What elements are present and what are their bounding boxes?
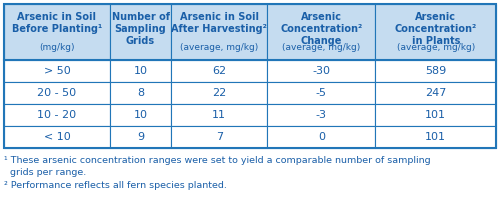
- Text: 7: 7: [216, 132, 223, 142]
- Bar: [110, 60, 172, 82]
- Bar: [267, 104, 376, 126]
- Text: 22: 22: [212, 88, 226, 98]
- Text: 589: 589: [425, 66, 446, 76]
- Text: 247: 247: [425, 88, 446, 98]
- Bar: [4, 104, 110, 126]
- Text: -30: -30: [312, 66, 330, 76]
- Text: -5: -5: [316, 88, 327, 98]
- Text: Arsenic in Soil
Before Planting¹: Arsenic in Soil Before Planting¹: [12, 12, 102, 34]
- Text: (average, mg/kg): (average, mg/kg): [282, 43, 360, 52]
- Text: -3: -3: [316, 110, 327, 120]
- Bar: [267, 126, 376, 148]
- Bar: [376, 104, 496, 126]
- Bar: [110, 4, 172, 60]
- Bar: [267, 60, 376, 82]
- Text: 101: 101: [425, 110, 446, 120]
- Text: 11: 11: [212, 110, 226, 120]
- Text: 62: 62: [212, 66, 226, 76]
- Text: 9: 9: [137, 132, 144, 142]
- Bar: [376, 126, 496, 148]
- Bar: [172, 82, 267, 104]
- Text: 0: 0: [318, 132, 325, 142]
- Text: 8: 8: [137, 88, 144, 98]
- Bar: [4, 126, 110, 148]
- Bar: [267, 82, 376, 104]
- Text: (average, mg/kg): (average, mg/kg): [180, 43, 258, 52]
- Bar: [4, 60, 110, 82]
- Text: 10 - 20: 10 - 20: [38, 110, 76, 120]
- Bar: [376, 4, 496, 60]
- Bar: [110, 126, 172, 148]
- Text: Arsenic
Concentration²
Change: Arsenic Concentration² Change: [280, 12, 362, 46]
- Text: (mg/kg): (mg/kg): [39, 43, 74, 52]
- Bar: [267, 4, 376, 60]
- Bar: [172, 60, 267, 82]
- Text: 10: 10: [134, 66, 147, 76]
- Text: ² Performance reflects all fern species planted.: ² Performance reflects all fern species …: [4, 181, 227, 190]
- Text: Arsenic
Concentration²
in Plants: Arsenic Concentration² in Plants: [394, 12, 477, 46]
- Bar: [172, 104, 267, 126]
- Bar: [4, 82, 110, 104]
- Text: Arsenic in Soil
After Harvesting²: Arsenic in Soil After Harvesting²: [172, 12, 267, 34]
- Text: < 10: < 10: [44, 132, 70, 142]
- Text: > 50: > 50: [44, 66, 70, 76]
- Bar: [4, 4, 496, 148]
- Text: (average, mg/kg): (average, mg/kg): [396, 43, 475, 52]
- Bar: [4, 4, 110, 60]
- Bar: [110, 104, 172, 126]
- Bar: [172, 4, 267, 60]
- Text: Number of
Sampling
Grids: Number of Sampling Grids: [112, 12, 170, 46]
- Text: 101: 101: [425, 132, 446, 142]
- Bar: [172, 126, 267, 148]
- Text: 10: 10: [134, 110, 147, 120]
- Text: 20 - 50: 20 - 50: [38, 88, 76, 98]
- Bar: [110, 82, 172, 104]
- Bar: [376, 82, 496, 104]
- Text: ¹ These arsenic concentration ranges were set to yield a comparable number of sa: ¹ These arsenic concentration ranges wer…: [4, 156, 430, 177]
- Bar: [376, 60, 496, 82]
